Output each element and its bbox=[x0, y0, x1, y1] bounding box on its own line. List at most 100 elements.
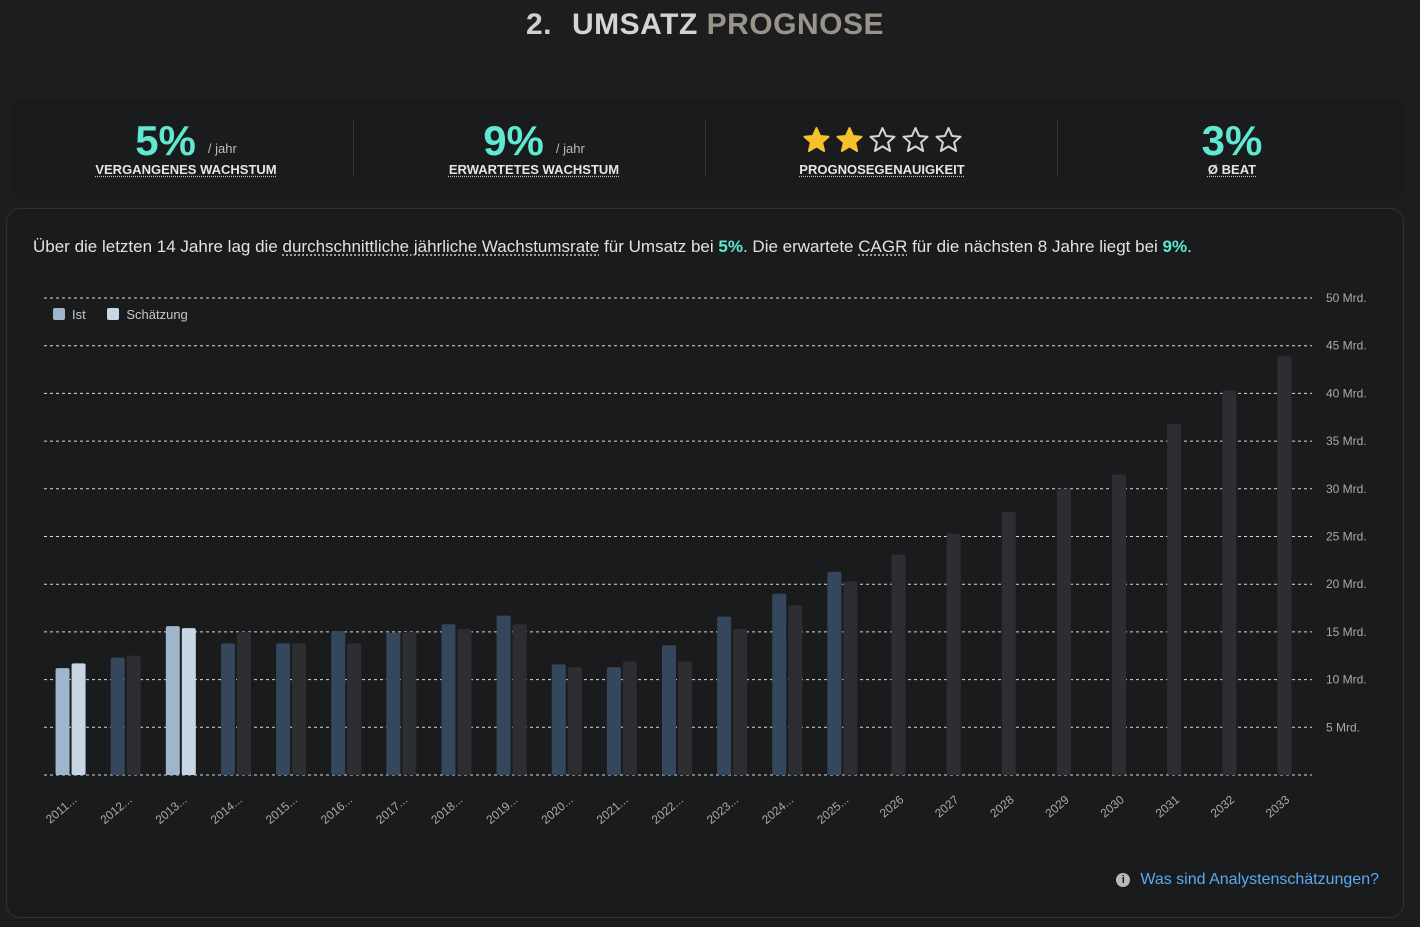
x-tick-label: 2030 bbox=[1098, 792, 1128, 820]
description-text: Über die letzten 14 Jahre lag die durchs… bbox=[33, 237, 1192, 257]
bar-schaetzung bbox=[512, 624, 527, 775]
star-empty-icon bbox=[935, 127, 961, 152]
kpi-forecast-accuracy-label[interactable]: PROGNOSEGENAUIGKEIT bbox=[799, 162, 965, 177]
bar-ist bbox=[386, 632, 401, 775]
x-tick-label: 2027 bbox=[932, 792, 962, 820]
y-tick-label: 40 Mrd. bbox=[1326, 386, 1367, 400]
bar-ist bbox=[606, 667, 621, 775]
x-tick-label: 2022... bbox=[649, 793, 686, 827]
star-filled-icon bbox=[803, 127, 829, 152]
kpi-past-growth-label[interactable]: VERGANGENES WACHSTUM bbox=[95, 162, 277, 177]
desc-part: . Die erwartete bbox=[742, 237, 859, 256]
bar-schaetzung bbox=[71, 663, 86, 775]
bar-ist bbox=[827, 571, 842, 775]
x-tick-label: 2018... bbox=[428, 793, 465, 827]
bar-schaetzung bbox=[843, 581, 858, 775]
x-tick-label: 2023... bbox=[704, 793, 741, 827]
bar-ist bbox=[110, 657, 125, 775]
bar-ist bbox=[717, 616, 732, 775]
x-tick-label: 2014... bbox=[208, 793, 245, 827]
star-empty-icon bbox=[902, 127, 928, 152]
bar-ist bbox=[165, 626, 180, 775]
bar-ist bbox=[276, 643, 291, 775]
bar-schaetzung bbox=[1277, 356, 1292, 775]
bar-ist bbox=[772, 593, 787, 775]
desc-highlight-past: 5% bbox=[718, 237, 743, 256]
x-tick-label: 2025... bbox=[814, 793, 851, 827]
bar-schaetzung bbox=[1222, 390, 1237, 775]
legend-swatch-schaetzung bbox=[107, 308, 120, 320]
kpi-past-growth-value: 5% bbox=[135, 117, 196, 164]
y-tick-label: 20 Mrd. bbox=[1326, 577, 1367, 591]
x-tick-label: 2026 bbox=[877, 792, 907, 820]
bar-ist bbox=[441, 624, 456, 775]
kpi-expected-growth-unit: / jahr bbox=[555, 141, 585, 156]
bar-schaetzung bbox=[1001, 511, 1016, 775]
kpi-bar: 5% / jahr VERGANGENES WACHSTUM 9% / jahr E… bbox=[12, 100, 1404, 198]
kpi-beat-value: 3% bbox=[1201, 117, 1263, 164]
x-tick-label: 2029 bbox=[1042, 792, 1072, 820]
bar-schaetzung bbox=[181, 628, 196, 775]
x-tick-label: 2033 bbox=[1263, 792, 1293, 820]
x-tick-label: 2021... bbox=[594, 793, 631, 827]
desc-highlight-expected: 9% bbox=[1162, 237, 1188, 256]
chart-legend: Ist Schätzung bbox=[53, 307, 206, 322]
bar-ist bbox=[55, 668, 70, 775]
x-tick-label: 2032 bbox=[1208, 792, 1238, 820]
kpi-beat-label[interactable]: Ø BEAT bbox=[1207, 162, 1257, 177]
bar-schaetzung bbox=[622, 661, 637, 775]
kpi-expected-growth-label[interactable]: ERWARTETES WACHSTUM bbox=[448, 162, 620, 177]
desc-part: für die nächsten 8 Jahre liegt bei bbox=[907, 237, 1163, 256]
chart-card: Über die letzten 14 Jahre lag die durchs… bbox=[6, 208, 1404, 918]
bar-ist bbox=[662, 645, 676, 775]
legend-item-ist[interactable]: Ist bbox=[53, 307, 86, 322]
bar-ist bbox=[331, 630, 346, 775]
revenue-bar-chart: 5 Mrd. 10 Mrd. 15 Mrd. 20 Mrd. 25 Mrd. 30 Mrd… bbox=[43, 291, 1367, 827]
divider bbox=[353, 120, 354, 176]
x-tick-label: 2020... bbox=[539, 793, 576, 827]
bar-schaetzung bbox=[1112, 474, 1127, 775]
legend-swatch-ist bbox=[53, 308, 65, 320]
bar-ist bbox=[551, 664, 566, 775]
star-filled-icon bbox=[836, 127, 862, 152]
kpi-past-growth-unit: / jahr bbox=[207, 141, 237, 156]
bar-schaetzung bbox=[1056, 488, 1071, 775]
title-accent: PROGNOSE bbox=[706, 8, 884, 41]
kpi-forecast-accuracy: PROGNOSEGENAUIGKEIT bbox=[708, 100, 1056, 198]
bar-schaetzung bbox=[891, 554, 906, 775]
bar-schaetzung bbox=[946, 533, 961, 775]
bar-schaetzung bbox=[733, 629, 748, 775]
x-tick-label: 2024... bbox=[759, 793, 796, 827]
x-tick-label: 2015... bbox=[263, 793, 300, 827]
x-tick-label: 2031 bbox=[1153, 792, 1183, 820]
legend-label-ist: Ist bbox=[72, 307, 86, 322]
y-tick-label: 30 Mrd. bbox=[1326, 482, 1367, 496]
x-tick-label: 2011... bbox=[43, 793, 79, 827]
analyst-estimates-help-link[interactable]: i Was sind Analystenschätzungen? bbox=[1116, 871, 1379, 889]
bar-schaetzung bbox=[788, 605, 803, 775]
y-tick-label: 45 Mrd. bbox=[1326, 339, 1367, 353]
divider bbox=[705, 120, 706, 176]
x-tick-label: 2017... bbox=[373, 793, 410, 827]
y-tick-label: 5 Mrd. bbox=[1326, 720, 1360, 734]
desc-term-cagr-long[interactable]: durchschnittliche jährliche Wachstumsrat… bbox=[282, 237, 600, 256]
bar-schaetzung bbox=[567, 667, 582, 775]
bar-ist bbox=[496, 615, 511, 775]
x-tick-label: 2012... bbox=[98, 793, 135, 827]
bar-schaetzung bbox=[402, 631, 417, 775]
info-icon: i bbox=[1116, 873, 1131, 887]
bar-schaetzung bbox=[457, 629, 472, 775]
page-title: 2. UMSATZ PROGNOSE bbox=[0, 8, 1410, 42]
legend-label-schaetzung: Schätzung bbox=[126, 307, 188, 322]
bar-ist bbox=[220, 643, 235, 775]
x-tick-label: 2013... bbox=[153, 793, 190, 827]
desc-part: . bbox=[1187, 237, 1192, 256]
x-tick-label: 2016... bbox=[318, 793, 355, 827]
desc-term-cagr[interactable]: CAGR bbox=[858, 237, 908, 256]
kpi-expected-growth: 9% / jahr ERWARTETES WACHSTUM bbox=[360, 100, 708, 198]
y-tick-label: 15 Mrd. bbox=[1326, 625, 1367, 639]
bar-schaetzung bbox=[1167, 423, 1182, 775]
kpi-expected-growth-value: 9% bbox=[483, 117, 544, 164]
desc-part: Über die letzten 14 Jahre lag die bbox=[33, 237, 283, 256]
legend-item-schaetzung[interactable]: Schätzung bbox=[107, 307, 188, 322]
